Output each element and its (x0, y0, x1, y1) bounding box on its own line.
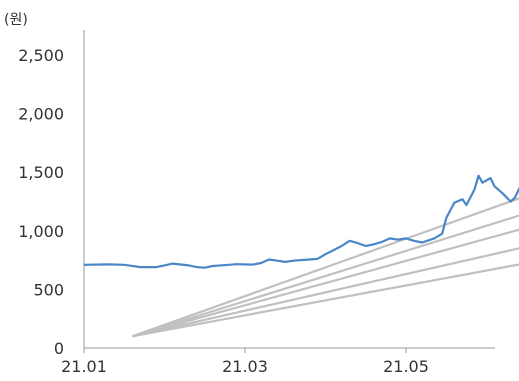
x-tick-label: 21.03 (222, 357, 268, 376)
y-unit-label: (원) (4, 12, 28, 28)
price-series (83, 174, 519, 269)
y-tick-label: 500 (33, 280, 64, 299)
band-line-29x (131, 214, 519, 338)
price-line (83, 174, 519, 269)
x-tick-label: 21.01 (61, 357, 107, 376)
tick-labels: 05001,0001,5002,0002,50021.0121.0321.052… (18, 46, 429, 376)
axes (83, 30, 495, 353)
band-line-17x (132, 263, 519, 338)
x-tick-label: 21.05 (383, 357, 429, 376)
y-tick-label: 0 (54, 339, 64, 358)
band-line-33x (131, 197, 519, 338)
y-tick-label: 1,000 (18, 222, 64, 241)
y-tick-label: 1,500 (18, 163, 64, 182)
y-tick-label: 2,500 (18, 46, 64, 65)
band-line-25x (132, 228, 519, 338)
band-lines (131, 197, 519, 338)
band-line-21x (132, 247, 519, 338)
y-tick-label: 2,000 (18, 105, 64, 124)
